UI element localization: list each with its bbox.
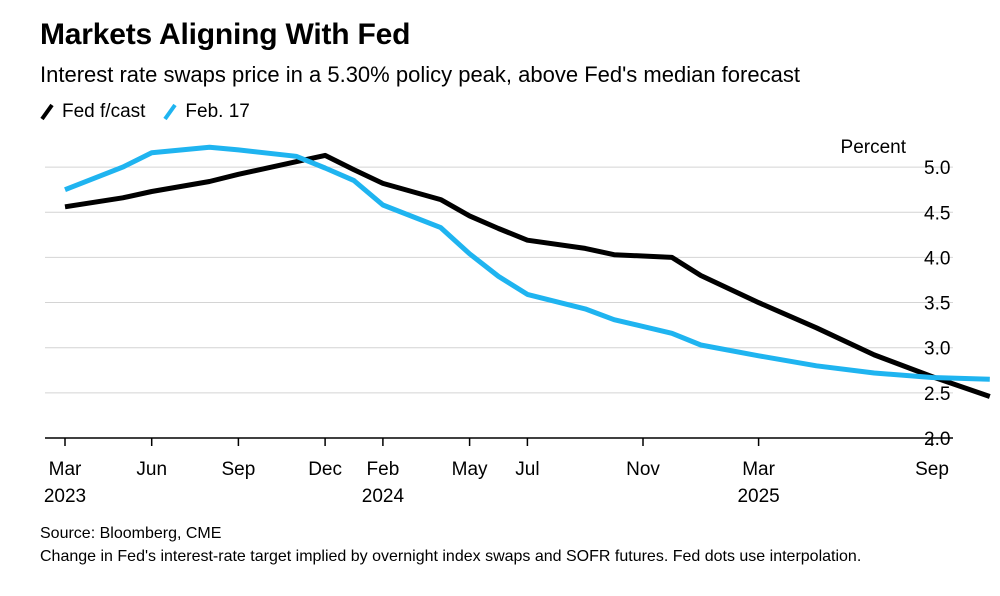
footnote: Change in Fed's interest-rate target imp…	[40, 548, 862, 565]
x-tick-label: Jun	[136, 459, 167, 480]
chart-subtitle: Interest rate swaps price in a 5.30% pol…	[40, 62, 800, 87]
legend-swatch-feb-17	[163, 103, 178, 121]
x-tick-label: Mar	[742, 459, 775, 480]
legend-item-feb-17: Feb. 17	[163, 101, 250, 123]
legend: Fed f/cast Feb. 17	[40, 101, 268, 123]
x-axis: Mar 2023 Jun Sep Dec Feb 2024 May Jul Nov Mar 2025 S…	[44, 437, 953, 507]
y-tick-label: 4.0	[924, 248, 950, 269]
x-tick-label: Sep	[221, 459, 255, 480]
x-tick-year-label: 2023	[44, 486, 86, 507]
y-axis-labels: 5.0 4.5 4.0 3.5 3.0 2.5 2.0	[924, 158, 950, 450]
legend-swatch-fed-forecast	[40, 103, 54, 121]
chart-title: Markets Aligning With Fed	[40, 18, 411, 51]
series-line-fed-forecast	[64, 152, 991, 399]
x-tick-label: Sep	[915, 459, 949, 480]
legend-label-feb-17: Feb. 17	[185, 101, 250, 122]
y-axis-unit-label: Percent	[841, 137, 907, 158]
series-lines	[64, 144, 991, 399]
gridlines	[45, 166, 953, 394]
y-tick-label: 2.5	[924, 384, 950, 405]
y-tick-label: 3.5	[924, 294, 950, 315]
x-tick-year-label: 2025	[737, 486, 779, 507]
x-tick-label: Dec	[308, 459, 342, 480]
x-tick-label: May	[452, 459, 488, 480]
y-tick-label: 5.0	[924, 158, 950, 179]
legend-item-fed-forecast: Fed f/cast	[40, 101, 145, 123]
series-line-feb-17	[64, 144, 990, 382]
source-note: Source: Bloomberg, CME	[40, 525, 222, 542]
y-tick-label: 2.0	[924, 429, 950, 450]
legend-label-fed-forecast: Fed f/cast	[62, 101, 146, 122]
x-tick-label: Feb	[367, 459, 400, 480]
x-tick-label: Mar	[49, 459, 82, 480]
y-tick-label: 4.5	[924, 203, 950, 224]
y-tick-label: 3.0	[924, 339, 950, 360]
x-tick-label: Nov	[626, 459, 660, 480]
x-tick-label: Jul	[515, 459, 539, 480]
x-tick-year-label: 2024	[362, 486, 405, 507]
